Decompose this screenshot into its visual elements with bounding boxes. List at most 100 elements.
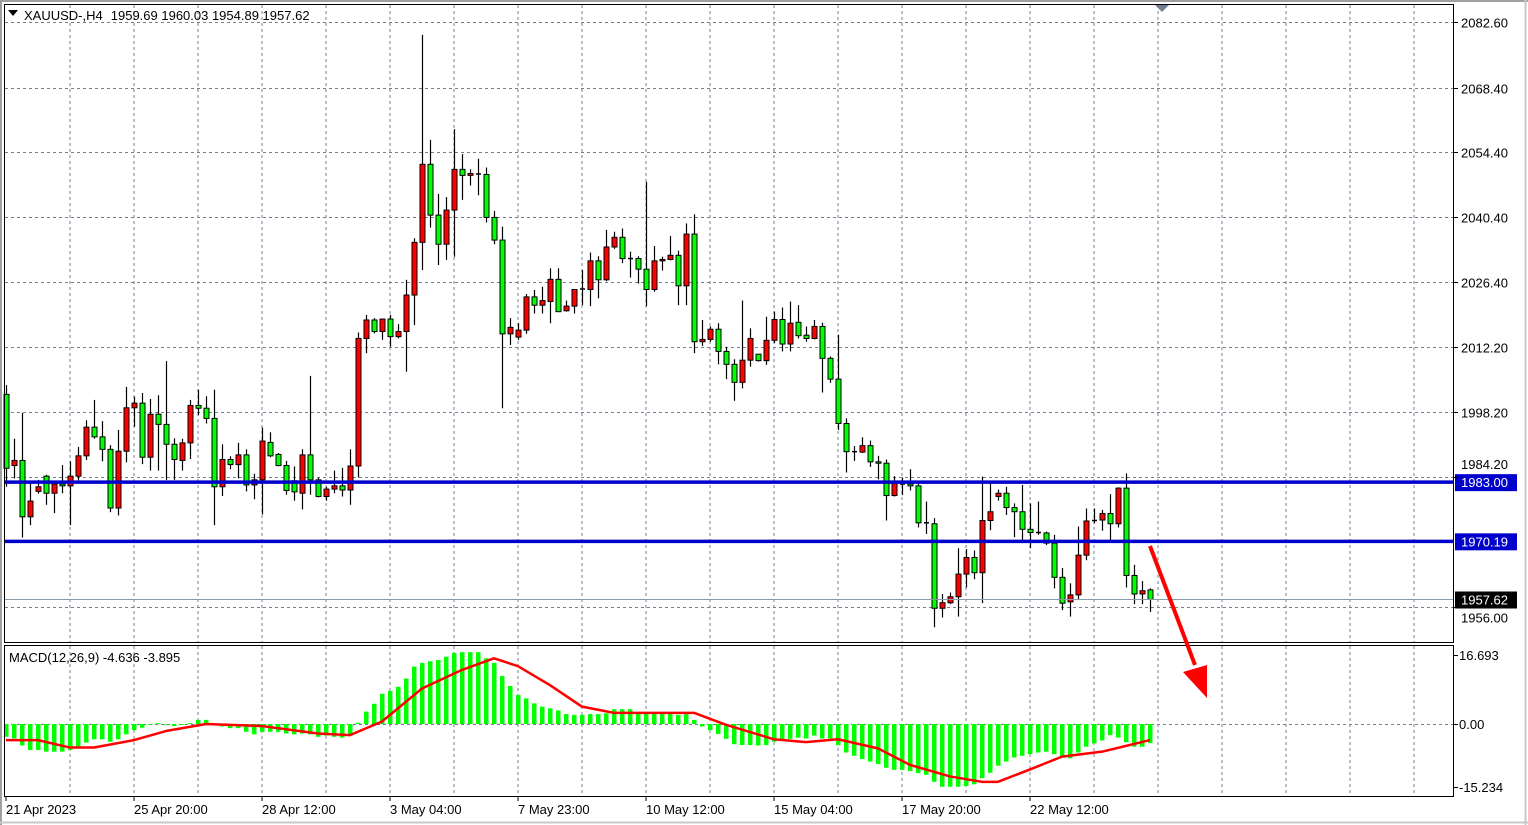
macd-histogram-bar	[76, 724, 81, 747]
candle	[835, 334, 842, 430]
candle	[435, 193, 442, 266]
candle-body	[883, 462, 890, 497]
macd-histogram-bar	[996, 724, 1001, 766]
candle	[419, 34, 426, 271]
candle-body	[491, 216, 498, 241]
chart-shift-marker-icon[interactable]	[1155, 5, 1169, 12]
candle	[603, 229, 610, 282]
macd-histogram-bar	[148, 724, 153, 725]
macd-histogram-bar	[164, 724, 169, 725]
candle-body	[683, 233, 690, 287]
macd-histogram-bar	[436, 659, 441, 724]
candle	[123, 386, 130, 463]
candle-body	[739, 359, 746, 383]
candle-body	[171, 443, 178, 461]
macd-histogram-bar	[580, 714, 585, 724]
candle	[843, 418, 850, 473]
macd-histogram-bar	[804, 724, 809, 739]
main-price-pane[interactable]	[4, 4, 1454, 643]
candle-body	[315, 479, 322, 497]
candle-body	[1123, 487, 1130, 576]
candle	[659, 256, 666, 271]
price-tick-label: 1998.20	[1461, 406, 1508, 421]
arrow-shaft	[1148, 545, 1197, 666]
candle-body	[299, 454, 306, 494]
price-tick-label: 2054.40	[1461, 146, 1508, 161]
candle	[51, 483, 58, 514]
macd-histogram-bar	[948, 724, 953, 787]
macd-histogram-bar	[348, 724, 353, 736]
candle-body	[323, 488, 330, 497]
candle-body	[723, 350, 730, 365]
macd-histogram-bar	[564, 714, 569, 724]
candle-body	[267, 441, 274, 457]
candle-body	[859, 445, 866, 453]
candle	[163, 361, 170, 480]
macd-histogram-bar	[180, 724, 185, 725]
candle-body	[915, 485, 922, 524]
candle-body	[707, 328, 714, 340]
ohlc-values: 1959.69 1960.03 1954.89 1957.62	[111, 8, 310, 23]
candle	[115, 429, 122, 516]
candle-body	[107, 448, 114, 509]
candle-body	[379, 318, 386, 333]
candle-body	[971, 556, 978, 574]
candle-body	[771, 319, 778, 341]
candle	[323, 486, 330, 501]
price-tick-label: 2040.40	[1461, 211, 1508, 226]
horizontal-levels[interactable]: 1983.00 1970.19 1957.62	[5, 474, 1517, 609]
candle-body	[571, 288, 578, 307]
macd-histogram-bar	[852, 724, 857, 756]
candle-body	[1083, 520, 1090, 556]
candle	[443, 197, 450, 260]
candle-body	[715, 328, 722, 352]
candle-body	[515, 329, 522, 338]
macd-histogram-bar	[524, 698, 529, 724]
time-tick-label: 28 Apr 12:00	[262, 802, 336, 817]
macd-histogram-bar	[588, 714, 593, 724]
macd-histogram-bar	[812, 724, 817, 736]
macd-histogram-bar	[620, 709, 625, 724]
macd-indicator	[4, 652, 1153, 787]
candle	[531, 289, 538, 314]
macd-histogram-bar	[932, 724, 937, 782]
candle-body	[387, 318, 394, 338]
candle	[643, 181, 650, 307]
candle	[1115, 487, 1122, 528]
dropdown-triangle-icon[interactable]	[8, 10, 18, 16]
macd-histogram-bar	[604, 713, 609, 724]
macd-histogram-bar	[644, 713, 649, 724]
candle-body	[131, 402, 138, 409]
candle	[699, 319, 706, 346]
macd-histogram-bar	[788, 724, 793, 739]
candle	[139, 392, 146, 465]
macd-histogram-bar	[940, 724, 945, 787]
candle	[83, 420, 90, 460]
macd-histogram-bar	[1140, 724, 1145, 747]
candle	[707, 326, 714, 342]
candle-body	[755, 353, 762, 362]
candle-body	[843, 422, 850, 453]
candle	[1051, 534, 1058, 589]
candle	[539, 286, 546, 314]
macd-histogram-bar	[124, 724, 129, 735]
candle	[187, 399, 194, 460]
candle	[939, 593, 946, 618]
candle-body	[435, 214, 442, 245]
candle-body	[531, 296, 538, 306]
macd-pane[interactable]	[4, 645, 1454, 797]
candle-body	[1107, 513, 1114, 525]
macd-histogram-bar	[396, 686, 401, 724]
down-arrow-annotation[interactable]	[1148, 545, 1207, 698]
candle	[947, 592, 954, 605]
candle-body	[187, 404, 194, 444]
macd-histogram-bar	[556, 710, 561, 724]
macd-histogram-bar	[548, 708, 553, 724]
candle	[1019, 484, 1026, 544]
candle	[459, 154, 466, 200]
candle	[387, 314, 394, 347]
candle	[499, 226, 506, 409]
macd-histogram-bar	[60, 724, 65, 752]
candle-body	[307, 454, 314, 481]
